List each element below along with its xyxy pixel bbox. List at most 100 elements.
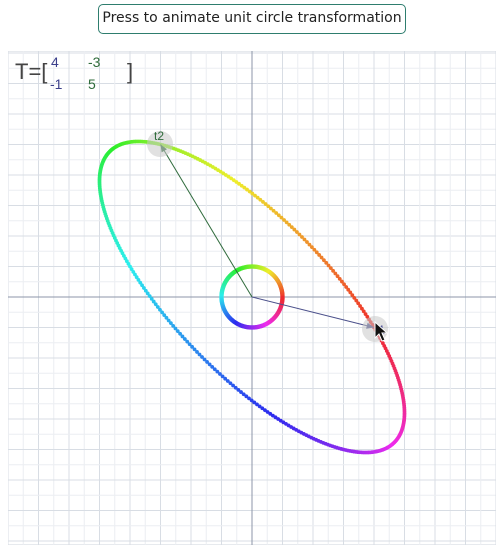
ellipse-point bbox=[168, 321, 173, 326]
ellipse-point bbox=[331, 268, 336, 273]
ellipse-point bbox=[239, 390, 243, 394]
plot-stage: T=[ 4 -3 -1 5 ] t1 t2 bbox=[8, 51, 496, 545]
ellipse-point bbox=[340, 279, 344, 284]
ellipse-point bbox=[324, 260, 329, 265]
ellipse-point bbox=[363, 312, 368, 316]
ellipse-point bbox=[223, 376, 228, 381]
ellipse-point bbox=[178, 331, 183, 336]
ellipse-point bbox=[155, 305, 160, 309]
ellipse-point bbox=[228, 381, 233, 386]
matrix-prefix: T=[ bbox=[15, 59, 47, 84]
matrix-entry-a: 4 bbox=[51, 54, 59, 70]
transformation-plot: T=[ 4 -3 -1 5 ] t1 t2 bbox=[8, 51, 496, 545]
ellipse-point bbox=[145, 291, 150, 296]
t2-label: t2 bbox=[154, 129, 164, 143]
ellipse-point bbox=[292, 227, 297, 232]
ellipse-point bbox=[185, 339, 190, 344]
ellipse-point bbox=[310, 245, 314, 250]
ellipse-point bbox=[300, 235, 304, 239]
ellipse-point bbox=[328, 266, 333, 271]
ellipse-point bbox=[258, 197, 263, 202]
ellipse-point bbox=[190, 344, 194, 349]
grid bbox=[8, 51, 496, 545]
ellipse-point bbox=[212, 367, 217, 372]
ellipse-point bbox=[307, 242, 312, 247]
ellipse-point bbox=[295, 230, 299, 234]
unit-circle-point bbox=[280, 295, 285, 301]
ellipse-point bbox=[173, 326, 178, 331]
ellipse-point bbox=[354, 298, 359, 303]
ellipse-point bbox=[247, 396, 251, 401]
ellipse-point bbox=[249, 398, 254, 403]
ellipse-point bbox=[207, 362, 212, 367]
ellipse-point bbox=[151, 299, 156, 304]
ellipse-point bbox=[200, 355, 204, 359]
ellipse-point bbox=[231, 383, 235, 388]
ellipse-point bbox=[297, 232, 302, 237]
ellipse-point bbox=[175, 329, 180, 334]
ellipse-point bbox=[255, 402, 259, 407]
ellipse-point bbox=[261, 200, 265, 204]
t2-vector bbox=[160, 144, 253, 298]
ellipse-point bbox=[250, 191, 255, 196]
ellipse-point bbox=[162, 313, 167, 318]
unit-circle bbox=[219, 264, 285, 330]
ellipse-point bbox=[348, 290, 353, 295]
ellipse-point bbox=[319, 255, 324, 260]
ellipse-point bbox=[322, 258, 326, 263]
ellipse-point bbox=[142, 286, 146, 290]
ellipse-point bbox=[164, 315, 169, 320]
matrix-entry-c: -1 bbox=[50, 76, 63, 92]
ellipse-point bbox=[160, 310, 164, 315]
ellipse-point bbox=[136, 278, 141, 282]
ellipse-point bbox=[356, 301, 361, 306]
ellipse-point bbox=[333, 271, 338, 276]
ellipse-point bbox=[149, 296, 154, 301]
ellipse-point bbox=[134, 275, 139, 280]
ellipse-point bbox=[192, 347, 197, 352]
ellipse-point bbox=[342, 282, 346, 287]
ellipse-point bbox=[302, 237, 307, 242]
ellipse-point bbox=[233, 385, 238, 390]
ellipse-point bbox=[317, 253, 322, 257]
animate-button[interactable]: Press to animate unit circle transformat… bbox=[98, 4, 406, 34]
mouse-pointer-icon bbox=[374, 320, 389, 342]
ellipse-point bbox=[263, 202, 268, 206]
ellipse-point bbox=[289, 225, 294, 230]
ellipse-point bbox=[271, 208, 276, 213]
ellipse-point bbox=[358, 304, 362, 308]
ellipse-point bbox=[242, 185, 247, 190]
ellipse-point bbox=[245, 187, 249, 192]
ellipse-point bbox=[361, 309, 366, 314]
ellipse-point bbox=[140, 283, 144, 288]
matrix-entry-d: 5 bbox=[88, 76, 96, 92]
ellipse-point bbox=[218, 372, 222, 376]
t2-handle[interactable] bbox=[147, 131, 173, 157]
ellipse-point bbox=[236, 388, 241, 392]
ellipse-point bbox=[265, 410, 270, 414]
ellipse-point bbox=[276, 213, 281, 218]
ellipse-point bbox=[241, 392, 246, 397]
ellipse-point bbox=[244, 394, 249, 399]
ellipse-point bbox=[237, 181, 241, 186]
ellipse-point bbox=[287, 222, 292, 227]
ellipse-point bbox=[266, 204, 271, 209]
ellipse-point bbox=[269, 206, 273, 211]
ellipse-point bbox=[337, 276, 342, 281]
ellipse-point bbox=[263, 408, 267, 413]
ellipse-point bbox=[187, 342, 192, 347]
ellipse-point bbox=[202, 357, 207, 362]
ellipse-point bbox=[143, 288, 148, 293]
ellipse-point bbox=[346, 287, 351, 292]
ellipse-point bbox=[215, 369, 220, 374]
ellipse-point bbox=[274, 211, 279, 215]
ellipse-point bbox=[312, 247, 317, 252]
ellipse-point bbox=[255, 195, 260, 200]
ellipse-point bbox=[284, 220, 289, 225]
ellipse-point bbox=[257, 404, 262, 409]
ellipse-point bbox=[282, 218, 286, 222]
ellipse-point bbox=[239, 183, 244, 188]
transformed-ellipse bbox=[97, 139, 407, 455]
ellipse-point bbox=[234, 180, 239, 184]
